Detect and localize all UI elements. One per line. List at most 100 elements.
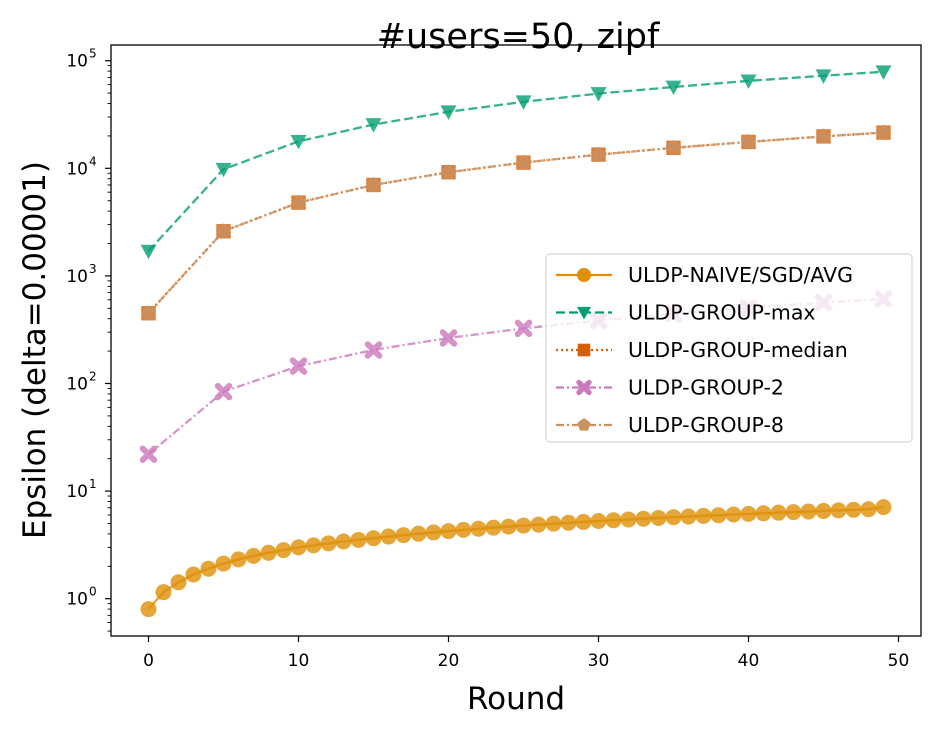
data-point xyxy=(514,319,533,338)
legend-entry: ULDP-NAIVE/SGD/AVG xyxy=(556,263,853,287)
y-tick-label: 10 xyxy=(66,375,88,395)
data-point xyxy=(770,504,787,521)
y-tick-label: 10 xyxy=(66,590,88,610)
data-point xyxy=(590,513,607,530)
data-point xyxy=(755,505,772,522)
data-point xyxy=(590,87,607,102)
data-point xyxy=(785,504,802,521)
data-point xyxy=(380,528,397,545)
legend-box xyxy=(545,253,913,443)
data-point xyxy=(725,506,742,523)
data-point xyxy=(635,510,652,527)
data-point xyxy=(515,517,532,534)
data-point xyxy=(140,244,157,260)
data-point xyxy=(440,105,457,120)
data-point xyxy=(410,525,427,542)
legend-marker xyxy=(576,379,592,396)
data-point xyxy=(560,514,577,531)
data-point xyxy=(275,542,292,559)
x-tick-label: 20 xyxy=(438,651,460,671)
data-point xyxy=(470,520,487,537)
y-tick-exponent: 2 xyxy=(89,370,97,384)
data-point xyxy=(665,80,682,95)
data-point xyxy=(350,531,367,548)
data-point xyxy=(875,499,892,516)
x-axis-label: Round xyxy=(467,681,565,717)
data-point xyxy=(365,118,382,133)
y-tick-exponent: 0 xyxy=(89,585,97,599)
data-point xyxy=(215,555,232,572)
data-point xyxy=(845,501,862,518)
data-point xyxy=(710,507,727,524)
y-tick-exponent: 3 xyxy=(89,262,97,276)
data-point xyxy=(815,128,832,143)
legend-label: ULDP-GROUP-max xyxy=(628,301,816,325)
data-point xyxy=(214,382,233,401)
legend-marker xyxy=(577,418,591,431)
data-point xyxy=(290,194,307,210)
data-point xyxy=(439,329,458,347)
data-point xyxy=(830,502,847,519)
data-point xyxy=(290,134,307,150)
data-point xyxy=(335,533,352,550)
y-tick-label: 10 xyxy=(66,159,88,179)
data-point xyxy=(815,502,832,519)
plot-frame xyxy=(110,44,922,637)
legend-entry: ULDP-GROUP-2 xyxy=(556,376,784,400)
data-point xyxy=(590,146,607,162)
data-point xyxy=(155,584,172,601)
legend: ULDP-NAIVE/SGD/AVG ULDP-GROUP-max ULDP-GRO… xyxy=(545,253,913,443)
data-point xyxy=(800,503,817,520)
legend-entry: ULDP-GROUP-8 xyxy=(556,413,784,437)
y-tick-exponent: 4 xyxy=(89,154,97,168)
data-point xyxy=(245,547,262,564)
x-tick-label: 30 xyxy=(588,651,610,671)
series-markers xyxy=(140,499,892,618)
legend-entry: ULDP-GROUP-median xyxy=(556,338,848,362)
y-tick-exponent: 1 xyxy=(89,477,97,491)
data-point xyxy=(665,139,682,155)
legend-entry: ULDP-GROUP-max xyxy=(556,301,816,325)
y-tick-label: 10 xyxy=(66,267,88,287)
data-point xyxy=(230,551,247,568)
data-point xyxy=(575,513,592,530)
data-point xyxy=(605,512,622,529)
data-point xyxy=(455,521,472,538)
data-point xyxy=(364,341,383,359)
series-2 xyxy=(140,65,892,260)
data-point xyxy=(320,535,337,552)
series-markers xyxy=(140,65,892,260)
data-point xyxy=(200,560,217,577)
data-point xyxy=(620,511,637,528)
data-point xyxy=(185,566,202,583)
data-point xyxy=(215,162,232,178)
data-point xyxy=(440,523,457,540)
legend-label: ULDP-GROUP-median xyxy=(628,338,848,362)
data-point xyxy=(485,519,502,536)
y-tick-label: 10 xyxy=(66,52,88,72)
data-point xyxy=(289,357,308,375)
chart-title: #users=50, zipf xyxy=(377,17,660,57)
legend-marker xyxy=(577,268,591,282)
y-axis-label: Epsilon (delta=0.00001) xyxy=(17,161,53,539)
x-tick-label: 40 xyxy=(738,651,760,671)
data-point xyxy=(680,508,697,525)
data-point xyxy=(815,69,832,84)
y-tick-label: 10 xyxy=(66,482,88,502)
x-tick-label: 50 xyxy=(888,651,910,671)
data-point xyxy=(695,507,712,524)
data-point xyxy=(530,516,547,533)
data-point xyxy=(395,527,412,544)
data-point xyxy=(860,501,877,518)
data-point xyxy=(425,524,442,541)
data-point xyxy=(365,530,382,547)
legend-marker xyxy=(577,343,591,357)
series-5 xyxy=(140,124,892,320)
data-point xyxy=(305,537,322,554)
data-point xyxy=(260,544,277,561)
data-point xyxy=(170,574,187,591)
data-point xyxy=(515,154,532,170)
data-point xyxy=(650,509,667,526)
